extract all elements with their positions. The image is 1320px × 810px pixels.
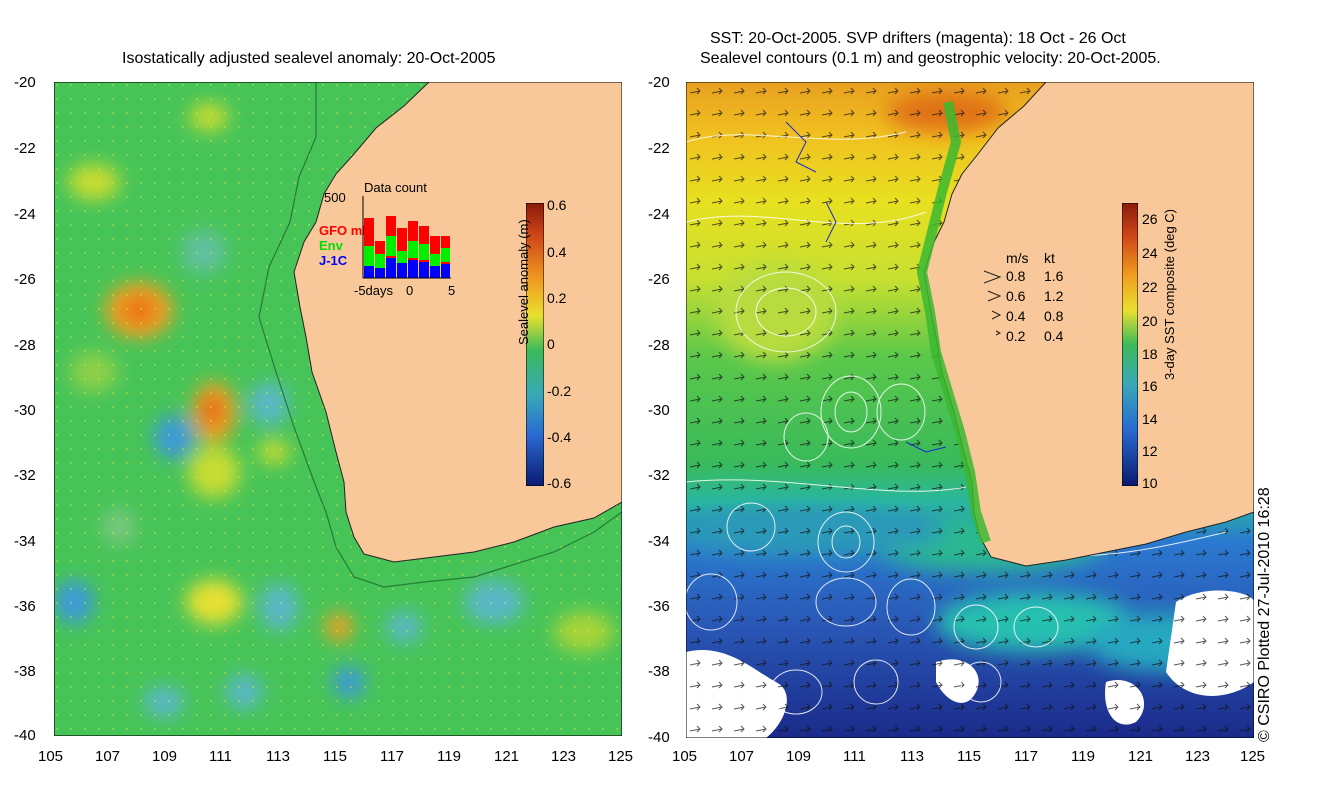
left-y-tick: -28 bbox=[14, 337, 36, 354]
sealevel-colorbar bbox=[526, 203, 544, 486]
inset-title: Data count bbox=[364, 180, 427, 195]
right-x-tick: 125 bbox=[1240, 748, 1266, 765]
speed-legend-arrows bbox=[983, 270, 1002, 336]
inset-legend-env: Env bbox=[319, 238, 343, 253]
speed-legend-ms: 0.2 bbox=[1006, 328, 1026, 344]
left-y-tick: -40 bbox=[14, 727, 36, 744]
left-y-tick: -34 bbox=[14, 533, 36, 550]
right-x-tick: 117 bbox=[1014, 748, 1038, 765]
sst-colorbar-tick: 12 bbox=[1142, 443, 1158, 459]
inset-x-label-zero: 0 bbox=[406, 283, 414, 298]
sst-colorbar-tick: 18 bbox=[1142, 346, 1158, 362]
sst-colorbar-tick: 24 bbox=[1142, 245, 1158, 261]
left-x-tick: 123 bbox=[551, 748, 577, 765]
right-x-tick: 105 bbox=[672, 748, 698, 765]
sealevel-colorbar-tick: 0.4 bbox=[547, 244, 567, 260]
sst-colorbar-tick: 10 bbox=[1142, 475, 1158, 491]
speed-legend-header-kt: kt bbox=[1044, 250, 1055, 266]
right-x-tick: 109 bbox=[786, 748, 812, 765]
speed-legend-header-ms: m/s bbox=[1006, 250, 1029, 266]
left-y-tick: -22 bbox=[14, 140, 36, 157]
speed-legend-ms: 0.8 bbox=[1006, 268, 1026, 284]
speed-legend-ms: 0.4 bbox=[1006, 308, 1026, 324]
left-x-tick: 115 bbox=[323, 748, 347, 765]
right-y-tick: -24 bbox=[648, 206, 670, 223]
leeuwin-current-band bbox=[916, 101, 991, 544]
speed-legend-kt: 1.6 bbox=[1044, 268, 1064, 284]
sst-colorbar-tick: 26 bbox=[1142, 211, 1158, 227]
left-x-tick: 119 bbox=[437, 748, 461, 765]
right-y-tick: -36 bbox=[648, 598, 670, 615]
left-x-tick: 105 bbox=[38, 748, 64, 765]
shelf-contour bbox=[54, 82, 622, 736]
sst-map bbox=[686, 82, 1254, 738]
left-y-tick: -36 bbox=[14, 598, 36, 615]
right-y-tick: -28 bbox=[648, 337, 670, 354]
sst-colorbar bbox=[1122, 203, 1138, 486]
left-y-tick: -24 bbox=[14, 206, 36, 223]
sealevel-colorbar-tick: 0 bbox=[547, 336, 555, 352]
sealevel-colorbar-tick: -0.6 bbox=[547, 475, 572, 491]
sealevel-contours bbox=[686, 131, 1227, 715]
right-x-tick: 119 bbox=[1071, 748, 1095, 765]
right-y-tick: -22 bbox=[648, 140, 670, 157]
right-y-tick: -30 bbox=[648, 402, 670, 419]
sst-colorbar-tick: 16 bbox=[1142, 378, 1158, 394]
sealevel-colorbar-tick: -0.2 bbox=[547, 383, 572, 399]
right-y-tick: -26 bbox=[648, 271, 670, 288]
left-y-tick: -20 bbox=[14, 74, 36, 91]
sst-colorbar-tick: 14 bbox=[1142, 411, 1158, 427]
data-count-inset-chart bbox=[362, 196, 451, 279]
svp-drifter-tracks bbox=[785, 121, 947, 453]
inset-legend-j1c: J-1C bbox=[319, 253, 348, 268]
right-x-tick: 111 bbox=[843, 748, 866, 765]
speed-legend-kt: 0.8 bbox=[1044, 308, 1064, 324]
left-panel-title: Isostatically adjusted sealevel anomaly:… bbox=[122, 50, 496, 67]
sealevel-colorbar-tick: 0.6 bbox=[547, 197, 567, 213]
inset-x-label-start: -5days bbox=[354, 283, 394, 298]
right-x-tick: 107 bbox=[729, 748, 755, 765]
right-x-tick: 123 bbox=[1185, 748, 1211, 765]
inset-bars bbox=[364, 216, 450, 278]
right-panel-title-line1: SST: 20-Oct-2005. SVP drifters (magenta)… bbox=[710, 30, 1126, 47]
inset-x-label-end: 5 bbox=[448, 283, 456, 298]
left-x-tick: 121 bbox=[494, 748, 520, 765]
inset-ymax-label: 500 bbox=[324, 190, 346, 205]
speed-legend-ms: 0.6 bbox=[1006, 288, 1026, 304]
right-x-tick: 115 bbox=[957, 748, 981, 765]
right-y-tick: -34 bbox=[648, 533, 670, 550]
speed-legend-kt: 1.2 bbox=[1044, 288, 1064, 304]
right-y-tick: -38 bbox=[648, 663, 670, 680]
sealevel-colorbar-tick: -0.4 bbox=[547, 429, 572, 445]
plot-credit: © CSIRO Plotted 27-Jul-2010 16:28 bbox=[1256, 487, 1273, 742]
right-x-tick: 121 bbox=[1128, 748, 1154, 765]
inset-legend-gfo: GFO mh bbox=[319, 223, 371, 238]
left-x-tick: 109 bbox=[152, 748, 178, 765]
left-y-tick: -32 bbox=[14, 467, 36, 484]
left-y-tick: -26 bbox=[14, 271, 36, 288]
right-x-tick: 113 bbox=[900, 748, 924, 765]
right-y-tick: -20 bbox=[648, 74, 670, 91]
right-y-tick: -40 bbox=[648, 729, 670, 746]
sst-colorbar-label: 3-day SST composite (deg C) bbox=[1162, 209, 1177, 380]
sst-colorbar-tick: 20 bbox=[1142, 313, 1158, 329]
speed-legend-kt: 0.4 bbox=[1044, 328, 1064, 344]
right-panel-title-line2: Sealevel contours (0.1 m) and geostrophi… bbox=[700, 50, 1161, 67]
left-x-tick: 107 bbox=[95, 748, 121, 765]
right-y-tick: -32 bbox=[648, 467, 670, 484]
sealevel-colorbar-label: Sealevel anomaly (m) bbox=[516, 219, 531, 345]
left-x-tick: 111 bbox=[209, 748, 232, 765]
sealevel-colorbar-tick: 0.2 bbox=[547, 290, 567, 306]
left-x-tick: 117 bbox=[380, 748, 404, 765]
left-y-tick: -30 bbox=[14, 402, 36, 419]
left-x-tick: 113 bbox=[266, 748, 290, 765]
left-y-tick: -38 bbox=[14, 663, 36, 680]
left-x-tick: 125 bbox=[608, 748, 634, 765]
sst-colorbar-tick: 22 bbox=[1142, 279, 1158, 295]
